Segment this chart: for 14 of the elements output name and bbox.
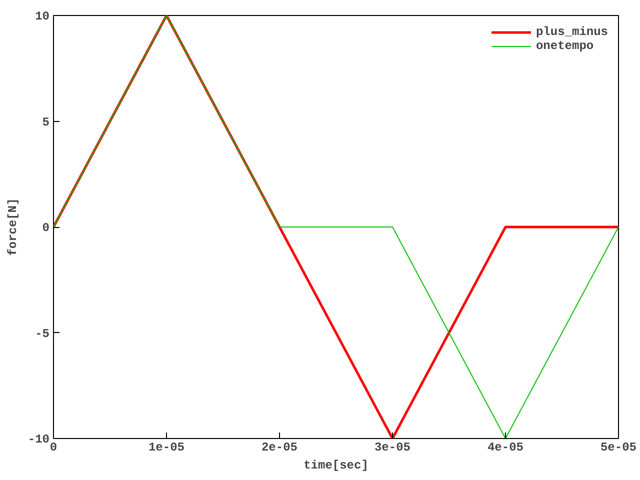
legend-label: plus_minus: [536, 25, 608, 39]
y-tick-label: 5: [42, 115, 50, 130]
x-tick-label: 1e-05: [148, 440, 185, 454]
y-axis-title: force[N]: [6, 198, 20, 256]
x-tick-label: 4e-05: [487, 440, 524, 454]
x-tick-label: 2e-05: [261, 440, 298, 454]
x-axis-title: time[sec]: [304, 458, 368, 472]
y-tick-label: -10: [28, 432, 50, 446]
x-tick-label: 5e-05: [600, 440, 637, 454]
y-tick-label: 10: [35, 10, 50, 24]
y-tick-label: 0: [42, 221, 50, 235]
legend-label: onetempo: [536, 39, 594, 53]
x-tick-label: 3e-05: [374, 440, 411, 454]
y-tick-label: -5: [35, 326, 50, 341]
